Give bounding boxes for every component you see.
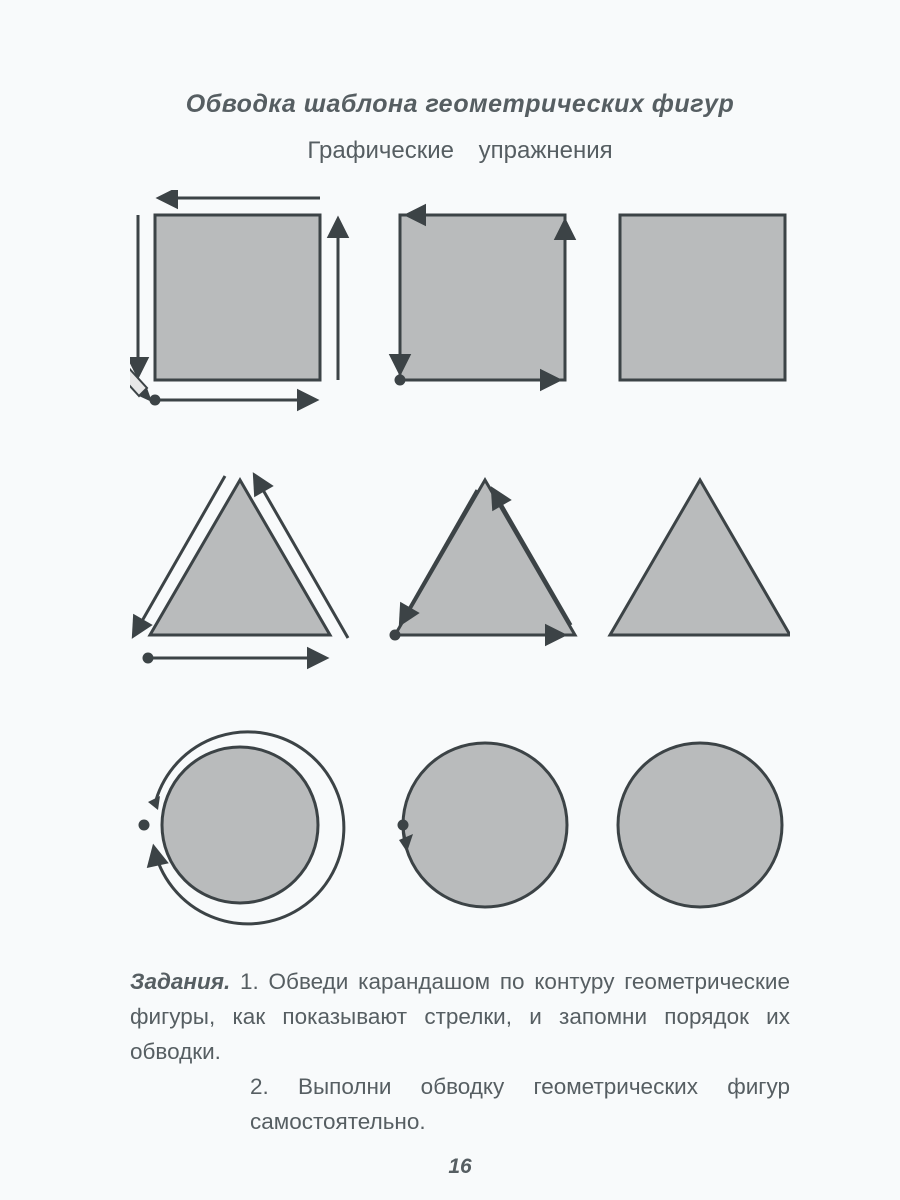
circle-plain [618, 743, 782, 907]
tasks-block: Задания. 1. Обведи карандашом по контуру… [130, 965, 790, 1139]
circle-inner-arrows [398, 743, 568, 907]
task-2-text: 2. Выполни обводку геометрических фигур … [250, 1074, 790, 1134]
square-plain [620, 215, 785, 380]
triangle-inner-arrows [390, 480, 576, 641]
figures-area [130, 190, 790, 935]
pencil-icon [130, 354, 152, 402]
triangle-outer-arrows [134, 476, 348, 664]
page-subtitle: Графические упражнения [130, 137, 790, 165]
circle-outer-arrows [139, 732, 344, 926]
workbook-page: Обводка шаблона геометрических фигур Гра… [0, 0, 900, 1179]
tasks-label: Задания. [130, 969, 230, 994]
square-outer-arrows [130, 198, 338, 406]
square-inner-arrows [395, 215, 566, 386]
shapes-svg [130, 190, 790, 930]
page-title: Обводка шаблона геометрических фигур [130, 90, 790, 119]
page-number: 16 [130, 1155, 790, 1179]
triangle-plain [610, 480, 790, 635]
